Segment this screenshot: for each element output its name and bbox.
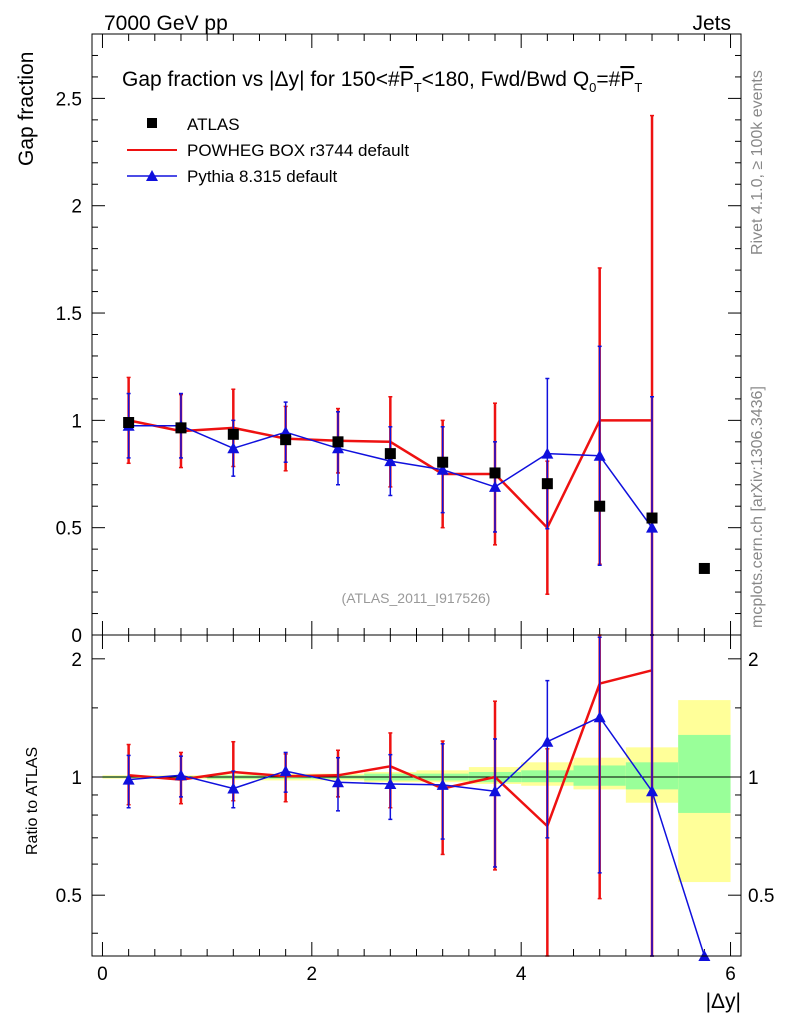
ratio-pythia-marker [436, 778, 449, 790]
ratio-pythia-marker [122, 773, 135, 785]
main-pythia-marker [331, 442, 344, 454]
main-y-tick-label: 2 [71, 197, 82, 218]
ratio-y-tick-label: 0.5 [56, 886, 82, 907]
x-tick-label: 0 [97, 964, 108, 985]
ratio-y-tick-label: 2 [71, 650, 82, 671]
main-atlas-point [489, 467, 501, 479]
main-y-tick-label: 2.5 [56, 89, 82, 110]
main-atlas-point [594, 500, 606, 512]
main-atlas-point [175, 422, 187, 434]
main-title: Gap fraction vs |Δy| for 150<#PT<180, Fw… [122, 68, 642, 95]
collision-label: 7000 GeV pp [104, 12, 228, 35]
ratio-pythia-marker [646, 785, 659, 797]
legend-pythia-label: Pythia 8.315 default [187, 167, 338, 186]
title-p2: P [620, 68, 634, 91]
legend-pythia-marker [146, 170, 158, 181]
main-y-tick-label: 0.5 [56, 519, 82, 540]
ratio-y-tick-label: 1 [71, 768, 82, 789]
title-delta: Δ [275, 68, 289, 91]
main-pythia-marker [489, 480, 502, 492]
legend-powheg-label: POWHEG BOX r3744 default [187, 141, 409, 160]
title-prefix: Gap fraction vs | [122, 68, 275, 91]
main-y-tick-label: 0 [71, 626, 82, 647]
main-pythia-marker [436, 463, 449, 475]
main-atlas-point [332, 436, 344, 448]
x-tick-label: 4 [516, 964, 527, 985]
legend-atlas-label: ATLAS [187, 115, 240, 134]
process-label: Jets [692, 12, 731, 35]
main-atlas-point [123, 417, 135, 429]
ratio-frame [91, 634, 742, 957]
ratio-pythia-marker [489, 785, 502, 797]
main-panel: 0 0.5 1 1.5 2 2.5 Gap fraction vs |Δy| for 15… [15, 33, 742, 647]
title-q0: 0 [589, 80, 596, 95]
main-pythia-marker [541, 447, 554, 459]
ratio-pythia-marker [384, 777, 397, 789]
ratio-y-axis-label: Ratio to ATLAS [24, 747, 41, 855]
ratio-pythia-marker [331, 776, 344, 788]
ratio-pythia-marker [593, 711, 606, 723]
main-pythia-marker [384, 455, 397, 467]
ratio-panel: 0.5 0.5 1 1 2 2 0 2 4 6 Ratio to ATLAS |Δy| [24, 634, 774, 1013]
ratio-pythia-marker [174, 769, 187, 781]
main-atlas-point [541, 478, 553, 490]
ratio-y-tick-label-right: 0.5 [748, 886, 774, 907]
title-t2: T [634, 80, 642, 95]
rivet-label: Rivet 4.1.0, ≥ 100k events [749, 70, 766, 255]
x-tick-label: 6 [725, 964, 736, 985]
main-atlas-point [437, 456, 449, 468]
ratio-band-green [678, 734, 731, 813]
ratio-pythia-marker [227, 782, 240, 794]
title-mid: y| for 150<# [289, 68, 400, 91]
main-pythia-marker [227, 442, 240, 454]
main-atlas-point [698, 562, 710, 574]
x-tick-label: 2 [307, 964, 318, 985]
ratio-pythia-line [128, 716, 706, 956]
ratio-y-tick-label-right: 2 [748, 650, 759, 671]
analysis-watermark: (ATLAS_2011_I917526) [342, 590, 491, 606]
main-y-tick-label: 1.5 [56, 304, 82, 325]
legend-atlas-marker [147, 118, 157, 128]
ratio-pythia-marker [541, 735, 554, 747]
ratio-y-tick-label-right: 1 [748, 768, 759, 789]
mcplots-label: mcplots.cern.ch [arXiv:1306.3436] [749, 386, 766, 628]
main-atlas-point [227, 428, 239, 440]
main-pythia-marker [646, 521, 659, 533]
main-atlas-point [384, 448, 396, 460]
main-atlas-point [280, 434, 292, 446]
title-eq: =# [596, 68, 620, 91]
title-mid2: <180, Fwd/Bwd Q [422, 68, 590, 91]
main-atlas-point [646, 512, 658, 524]
x-axis-label: |Δy| [706, 990, 741, 1013]
ratio-pythia-marker [279, 765, 292, 777]
main-y-tick-label: 1 [71, 411, 82, 432]
title-t1: T [414, 80, 422, 95]
main-pythia-marker [593, 449, 606, 461]
legend: ATLAS POWHEG BOX r3744 default Pythia 8.… [127, 115, 409, 186]
main-y-axis-label: Gap fraction [15, 52, 38, 166]
title-p1: P [400, 68, 414, 91]
